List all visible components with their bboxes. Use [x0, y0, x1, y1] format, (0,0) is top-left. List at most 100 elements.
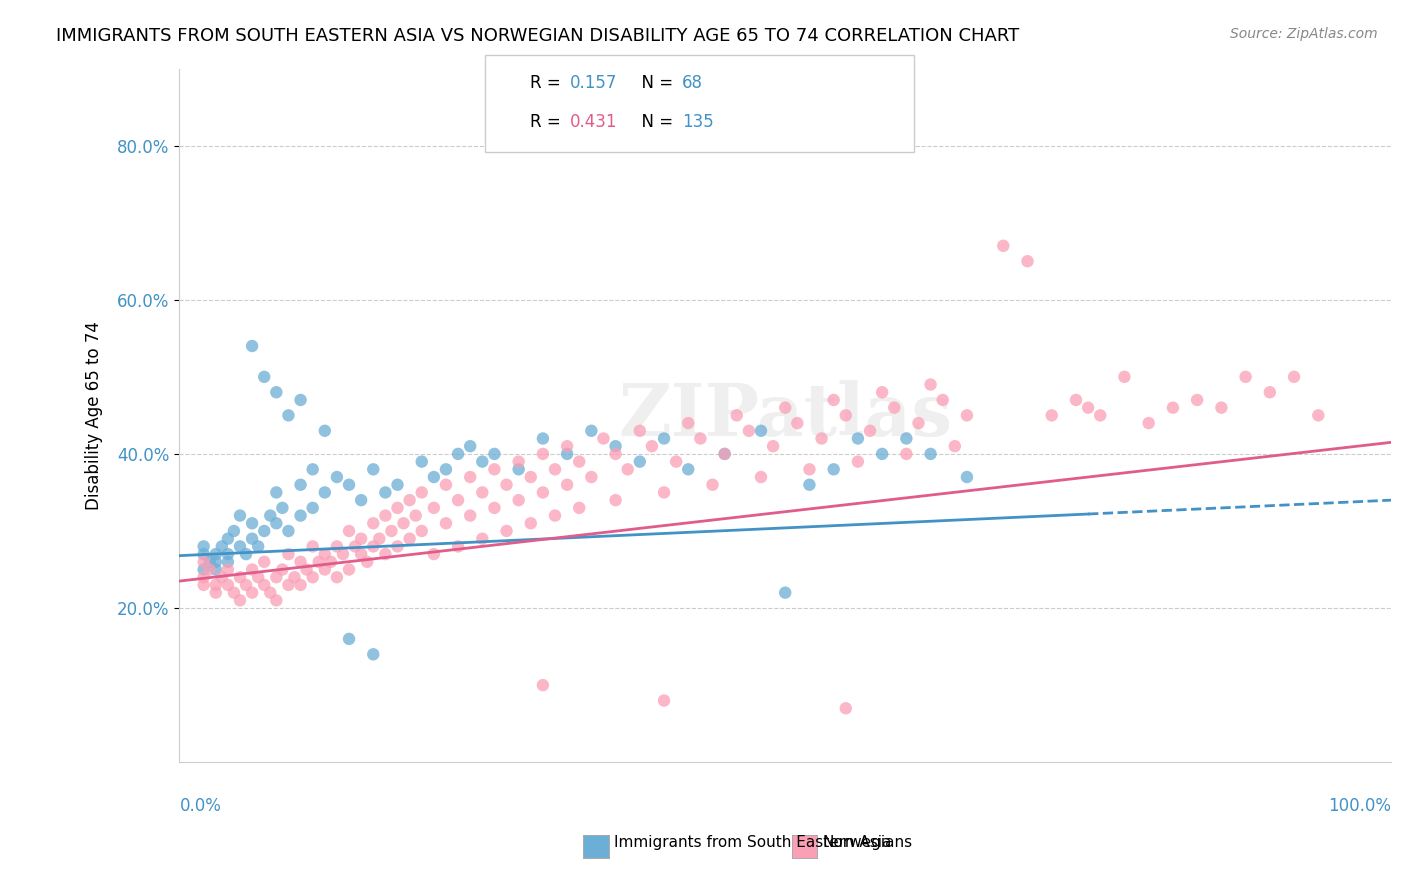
Point: [835, 409, 858, 423]
Point: [471, 485, 494, 500]
Point: [301, 500, 323, 515]
Point: [458, 470, 481, 484]
Point: [361, 648, 384, 662]
Point: [222, 524, 245, 538]
Text: 0.431: 0.431: [569, 113, 617, 131]
Point: [846, 432, 869, 446]
Point: [738, 424, 761, 438]
Point: [931, 392, 953, 407]
Point: [956, 409, 979, 423]
Text: 100.0%: 100.0%: [1329, 797, 1391, 815]
Point: [508, 455, 530, 469]
Point: [652, 693, 675, 707]
Point: [1017, 254, 1039, 268]
Point: [434, 516, 457, 531]
Point: [217, 547, 239, 561]
Point: [193, 547, 215, 561]
Point: [544, 508, 567, 523]
Point: [520, 516, 543, 531]
Point: [301, 540, 323, 554]
Point: [423, 547, 446, 561]
Text: ZIPatlas: ZIPatlas: [619, 380, 952, 450]
Point: [247, 540, 270, 554]
Point: [581, 424, 603, 438]
Point: [1137, 416, 1160, 430]
Point: [508, 462, 530, 476]
Text: N =: N =: [631, 113, 679, 131]
Point: [301, 462, 323, 476]
Point: [290, 555, 312, 569]
Text: 0.157: 0.157: [569, 74, 617, 92]
Point: [277, 547, 299, 561]
Point: [896, 432, 918, 446]
Point: [773, 401, 796, 415]
Point: [380, 524, 402, 538]
Point: [193, 540, 215, 554]
Point: [531, 485, 554, 500]
Point: [198, 562, 221, 576]
Point: [266, 516, 288, 531]
Point: [447, 540, 470, 554]
Point: [204, 562, 226, 576]
Point: [344, 540, 367, 554]
Point: [1234, 369, 1257, 384]
Point: [896, 447, 918, 461]
Point: [253, 578, 276, 592]
Point: [211, 540, 233, 554]
Point: [471, 455, 494, 469]
Point: [290, 508, 312, 523]
Point: [290, 578, 312, 592]
Point: [678, 462, 700, 476]
Point: [332, 547, 354, 561]
Point: [531, 678, 554, 692]
Point: [266, 593, 288, 607]
Point: [240, 585, 263, 599]
Point: [271, 562, 294, 576]
Point: [314, 547, 336, 561]
Point: [799, 462, 821, 476]
Point: [308, 555, 330, 569]
Point: [1211, 401, 1233, 415]
Point: [217, 532, 239, 546]
Point: [555, 447, 578, 461]
Point: [628, 424, 651, 438]
Point: [1064, 392, 1087, 407]
Point: [943, 439, 966, 453]
Point: [605, 493, 627, 508]
Point: [247, 570, 270, 584]
Point: [193, 555, 215, 569]
Point: [762, 439, 785, 453]
Point: [229, 593, 252, 607]
Point: [531, 447, 554, 461]
Point: [725, 409, 748, 423]
Point: [605, 447, 627, 461]
Point: [337, 562, 360, 576]
Point: [713, 447, 735, 461]
Point: [240, 339, 263, 353]
Point: [495, 477, 517, 491]
Point: [956, 470, 979, 484]
Point: [652, 485, 675, 500]
Point: [374, 508, 396, 523]
Point: [870, 385, 893, 400]
Point: [484, 462, 506, 476]
Point: [665, 455, 688, 469]
Point: [211, 570, 233, 584]
Point: [350, 547, 373, 561]
Point: [641, 439, 664, 453]
Point: [350, 493, 373, 508]
Point: [350, 532, 373, 546]
Point: [217, 555, 239, 569]
Point: [301, 570, 323, 584]
Point: [193, 570, 215, 584]
Point: [398, 532, 420, 546]
Point: [319, 555, 342, 569]
Point: [337, 477, 360, 491]
Point: [749, 424, 772, 438]
Point: [229, 570, 252, 584]
Point: [271, 500, 294, 515]
Point: [361, 462, 384, 476]
Text: 0.0%: 0.0%: [180, 797, 221, 815]
Point: [240, 532, 263, 546]
Point: [846, 455, 869, 469]
